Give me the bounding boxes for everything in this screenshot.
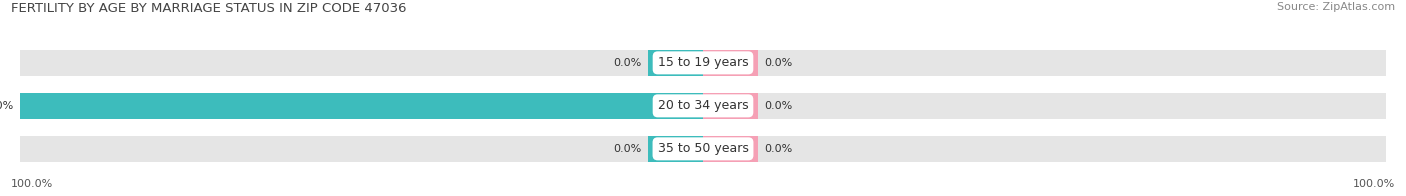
Text: FERTILITY BY AGE BY MARRIAGE STATUS IN ZIP CODE 47036: FERTILITY BY AGE BY MARRIAGE STATUS IN Z… — [11, 2, 406, 15]
Text: 100.0%: 100.0% — [11, 179, 53, 189]
Bar — [21, 135, 1385, 162]
Text: 20 to 34 years: 20 to 34 years — [658, 99, 748, 112]
Bar — [21, 50, 1385, 76]
Text: 15 to 19 years: 15 to 19 years — [658, 56, 748, 69]
Text: 35 to 50 years: 35 to 50 years — [658, 142, 748, 155]
Bar — [21, 93, 1385, 119]
Bar — [21, 93, 703, 119]
Text: Source: ZipAtlas.com: Source: ZipAtlas.com — [1277, 2, 1395, 12]
Text: 100.0%: 100.0% — [1353, 179, 1395, 189]
Text: 0.0%: 0.0% — [613, 58, 641, 68]
Bar — [703, 135, 758, 162]
Text: 0.0%: 0.0% — [765, 144, 793, 154]
Bar — [703, 93, 758, 119]
Bar — [648, 50, 703, 76]
Bar — [648, 135, 703, 162]
Text: 0.0%: 0.0% — [765, 101, 793, 111]
Text: 100.0%: 100.0% — [0, 101, 14, 111]
Bar — [703, 50, 758, 76]
Text: 0.0%: 0.0% — [765, 58, 793, 68]
Text: 0.0%: 0.0% — [613, 144, 641, 154]
